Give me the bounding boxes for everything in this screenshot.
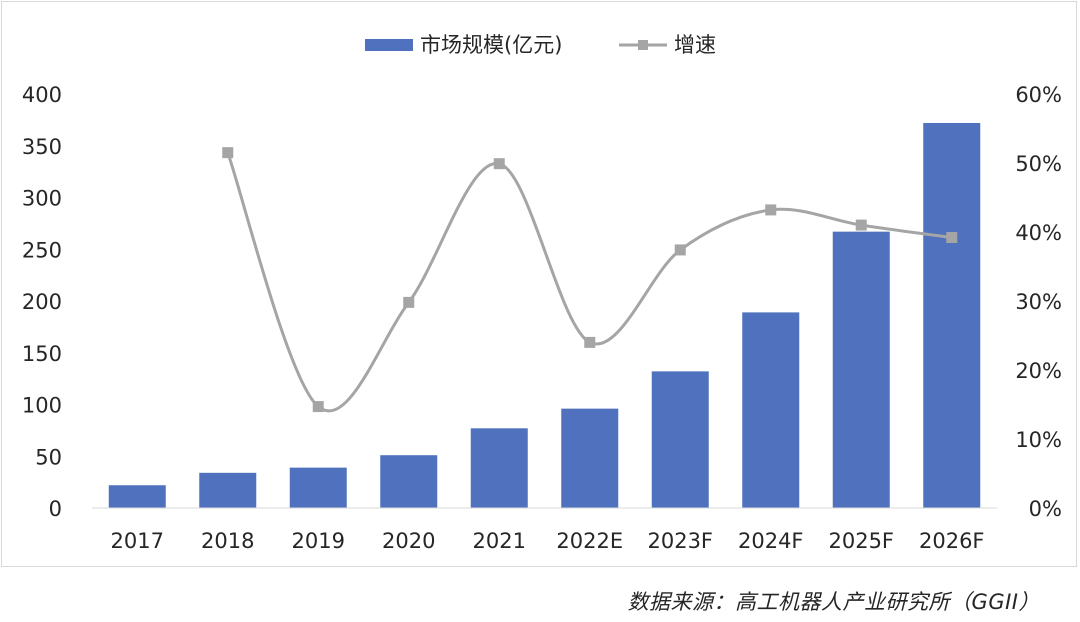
growth-marker-2026F	[946, 232, 958, 244]
y-left-tick-label: 300	[22, 187, 62, 211]
legend-swatch-marker	[638, 40, 648, 50]
y-right-tick-label: 60%	[1015, 83, 1062, 107]
x-tick-label: 2017	[111, 529, 164, 553]
bar-2023F	[651, 371, 709, 508]
y-right-tick-label: 50%	[1015, 152, 1062, 176]
bar-2019	[289, 467, 347, 508]
y-left-tick-label: 100	[22, 394, 62, 418]
x-tick-label: 2022E	[556, 529, 623, 553]
chart-svg: 市场规模(亿元) 增速 0 50 100 150 200 250 300 350 400 0% 1…	[22, 33, 1062, 553]
y-left-tick-label: 350	[22, 135, 62, 159]
y-left-tick-label: 250	[22, 238, 62, 262]
x-tick-label: 2024F	[738, 529, 804, 553]
y-right-tick-label: 30%	[1015, 290, 1062, 314]
bar-2026F	[923, 122, 981, 508]
growth-marker-2022E	[584, 336, 596, 348]
legend: 市场规模(亿元) 增速	[365, 33, 716, 57]
growth-marker-2024F	[765, 204, 777, 216]
growth-marker-2023F	[674, 244, 686, 256]
legend-label-line: 增速	[674, 33, 716, 57]
y-left-tick-label: 50	[35, 445, 62, 469]
y-right-tick-label: 0%	[1029, 497, 1062, 521]
legend-swatch-bar	[365, 39, 413, 51]
growth-marker-2020	[403, 296, 415, 308]
x-tick-label: 2018	[201, 529, 254, 553]
bar-2022E	[561, 408, 619, 508]
x-tick-label: 2025F	[828, 529, 894, 553]
y-left-tick-label: 150	[22, 342, 62, 366]
bar-2021	[470, 428, 528, 508]
bar-2020	[380, 455, 438, 508]
y-right-tick-label: 40%	[1015, 221, 1062, 245]
x-tick-label: 2026F	[919, 529, 985, 553]
x-tick-label: 2021	[473, 529, 526, 553]
y-left-tick-label: 200	[22, 290, 62, 314]
bar-2024F	[742, 312, 800, 508]
bar-2017	[108, 485, 166, 508]
growth-marker-2025F	[855, 219, 867, 231]
bar-2025F	[832, 231, 890, 508]
x-tick-label: 2019	[292, 529, 345, 553]
y-right-tick-label: 10%	[1015, 428, 1062, 452]
y-left-tick-label: 400	[22, 83, 62, 107]
y-left-tick-label: 0	[49, 497, 62, 521]
growth-marker-2018	[222, 147, 234, 159]
source-note: 数据来源：高工机器人产业研究所（GGII）	[627, 590, 1040, 614]
x-tick-label: 2020	[382, 529, 435, 553]
growth-marker-2019	[312, 401, 324, 413]
legend-label-bar: 市场规模(亿元)	[420, 33, 562, 57]
y-right-tick-label: 20%	[1015, 359, 1062, 383]
bar-2018	[199, 472, 257, 508]
chart-frame: 市场规模(亿元) 增速 0 50 100 150 200 250 300 350 400 0% 1…	[1, 1, 1077, 567]
growth-marker-2021	[493, 158, 505, 170]
x-tick-label: 2023F	[647, 529, 713, 553]
